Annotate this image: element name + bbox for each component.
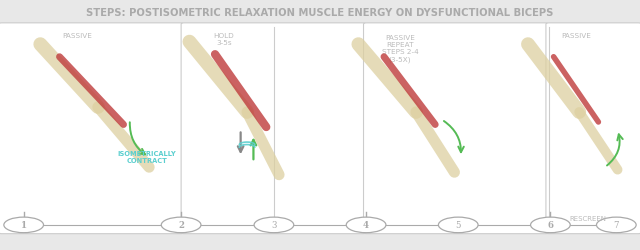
Text: 1: 1 [20,220,27,230]
Text: 5: 5 [456,220,461,230]
Text: 6: 6 [547,220,554,230]
FancyBboxPatch shape [0,24,184,234]
Circle shape [346,217,386,233]
Circle shape [254,217,294,233]
Text: 3: 3 [271,220,276,230]
Text: RESCREEN: RESCREEN [569,215,606,221]
Circle shape [596,217,636,233]
FancyBboxPatch shape [546,24,640,234]
Text: HOLD
3-5s: HOLD 3-5s [214,32,234,46]
Text: PASSIVE
REPEAT
STEPS 2-4
(3-5X): PASSIVE REPEAT STEPS 2-4 (3-5X) [381,35,419,62]
Circle shape [4,217,44,233]
Text: 7: 7 [614,220,619,230]
Text: PASSIVE: PASSIVE [561,32,591,38]
Circle shape [438,217,478,233]
Text: STEPS: POSTISOMETRIC RELAXATION MUSCLE ENERGY ON DYSFUNCTIONAL BICEPS: STEPS: POSTISOMETRIC RELAXATION MUSCLE E… [86,8,554,18]
FancyBboxPatch shape [181,24,366,234]
Text: 4: 4 [363,220,369,230]
FancyBboxPatch shape [364,24,548,234]
Text: ISOMETRICALLY
CONTRACT: ISOMETRICALLY CONTRACT [118,150,177,163]
Circle shape [531,217,570,233]
Circle shape [161,217,201,233]
Text: PASSIVE: PASSIVE [62,32,92,38]
Text: 2: 2 [178,220,184,230]
